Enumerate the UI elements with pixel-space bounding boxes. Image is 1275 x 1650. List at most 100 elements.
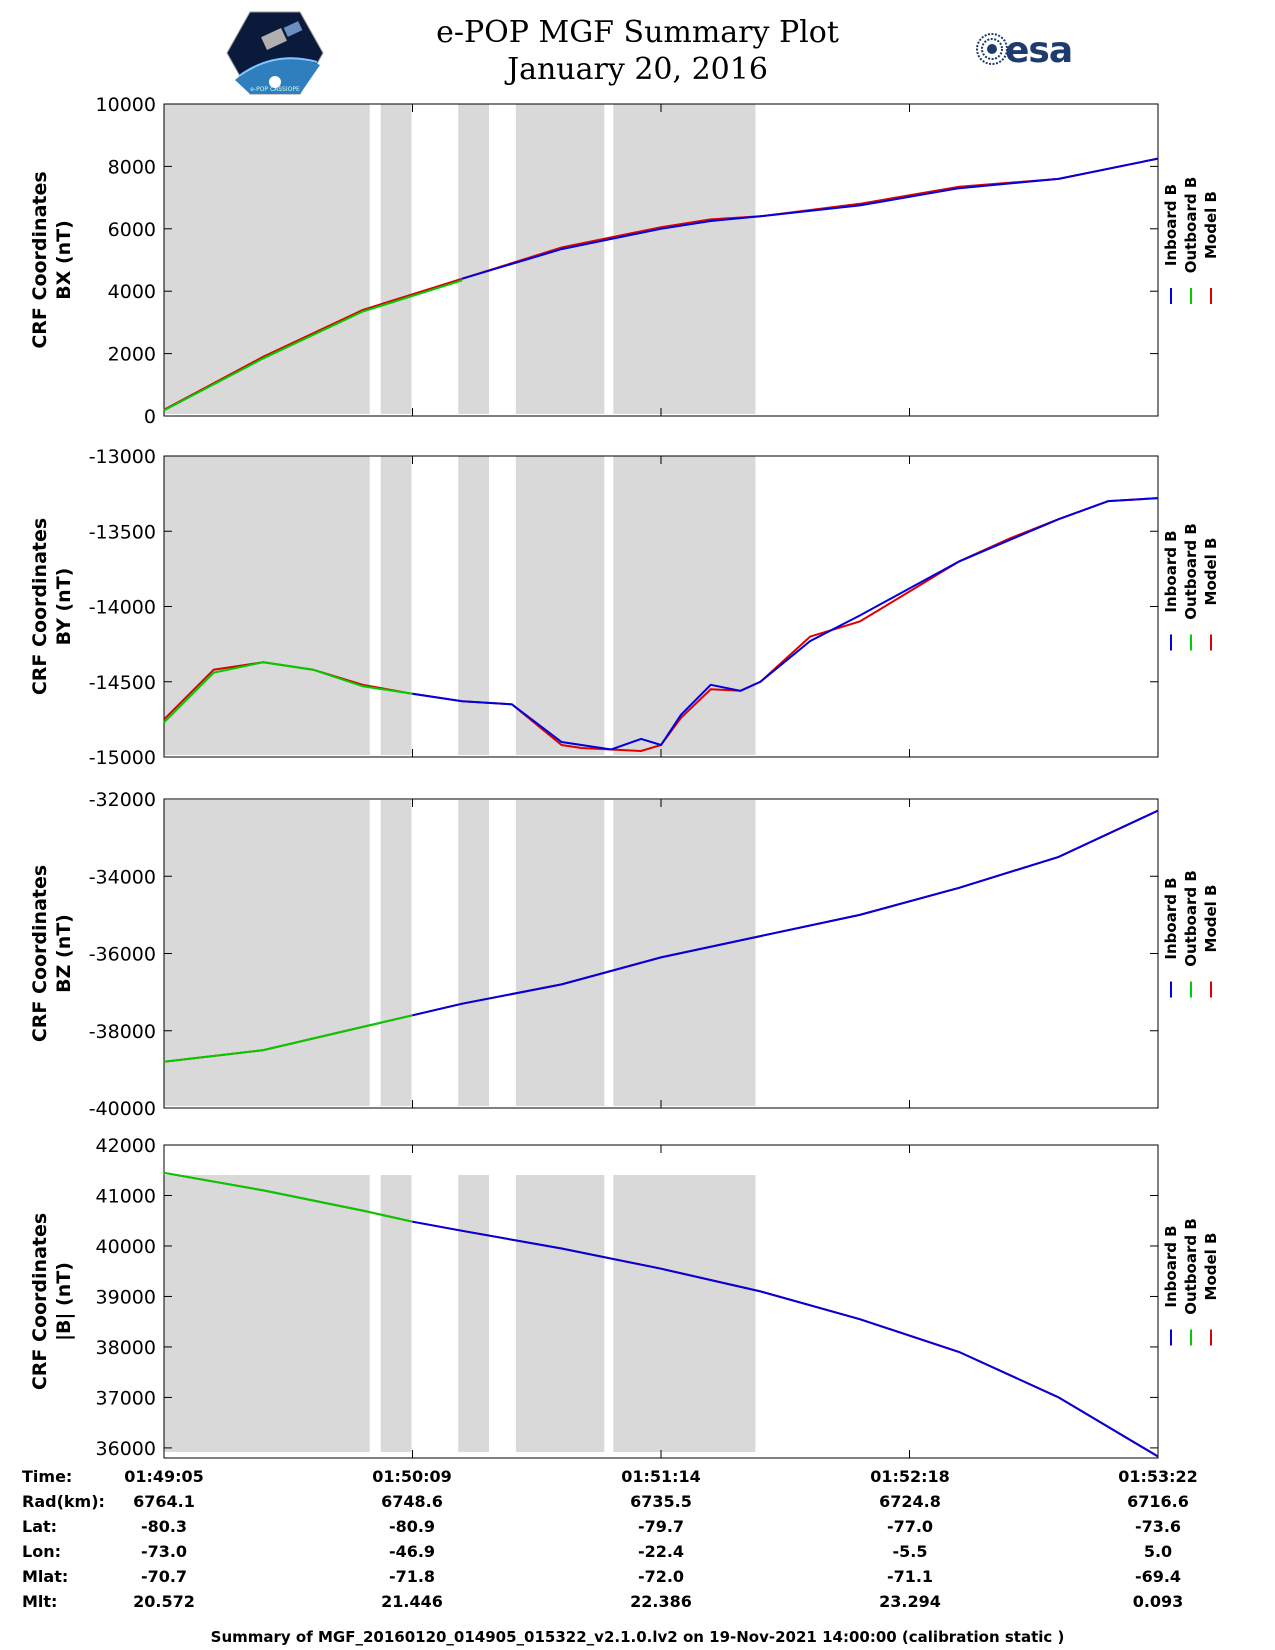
shaded-interval	[380, 800, 412, 1106]
table-cell: 6735.5	[630, 1492, 692, 1511]
table-cell: -71.8	[388, 1567, 436, 1586]
series-line-outboard	[163, 661, 413, 724]
y-tick-label: -14000	[89, 597, 156, 619]
panel-4: 36000 37000 38000 39000 40000 41000 42000 CRF C…	[29, 1135, 1220, 1460]
y-tick-label: 36000	[96, 1438, 156, 1460]
table-cell: 01:49:05	[124, 1467, 204, 1486]
table-cell: 01:50:09	[372, 1467, 452, 1486]
legend-label-model: Model B	[1202, 1233, 1220, 1301]
shaded-interval	[458, 1175, 490, 1452]
table-cell: 21.446	[381, 1592, 443, 1611]
y-tick-label: -36000	[89, 944, 156, 966]
y-tick-label: -38000	[89, 1021, 156, 1043]
legend-label-inboard: Inboard B	[1162, 530, 1180, 612]
y-axis-label: BZ (nT)	[53, 914, 75, 993]
y-tick-label: 42000	[96, 1135, 156, 1157]
shaded-interval	[164, 1175, 370, 1452]
legend-label-inboard: Inboard B	[1162, 184, 1180, 266]
plot-date: January 20, 2016	[507, 52, 768, 87]
table-cell: -72.0	[637, 1567, 685, 1586]
table-cell: -73.6	[1134, 1517, 1182, 1536]
table-cell: 23.294	[879, 1592, 941, 1611]
panel-2: -15000 -14500 -14000 -13500 -13000 CRF Coordi…	[29, 446, 1220, 769]
y-axis-label: CRF Coordinates	[29, 1213, 51, 1390]
y-tick-label: -34000	[89, 866, 156, 888]
y-axis-label: CRF Coordinates	[29, 518, 51, 695]
legend-label-model: Model B	[1202, 885, 1220, 953]
panel-3: -40000 -38000 -36000 -34000 -32000 CRF Coordi…	[29, 789, 1220, 1120]
table-cell: 0.093	[1132, 1592, 1184, 1611]
shaded-interval	[380, 104, 412, 414]
series-line-inboard	[412, 809, 1159, 1017]
shaded-interval	[164, 104, 370, 414]
legend-label-outboard: Outboard B	[1182, 1218, 1200, 1315]
table-cell: -69.4	[1134, 1567, 1182, 1586]
logo-left-text: e-POP CASSIOPE	[250, 86, 300, 93]
series-line-model	[163, 157, 1159, 411]
series-line-inboard	[412, 1220, 1159, 1458]
y-tick-label: 6000	[108, 219, 156, 241]
table-cell: -22.4	[637, 1542, 685, 1561]
shaded-interval	[458, 456, 490, 755]
series-line-inboard	[412, 497, 1159, 751]
shaded-interval	[458, 104, 490, 414]
table-cell: -80.9	[388, 1517, 436, 1536]
y-tick-label: -13000	[89, 446, 156, 468]
y-axis-label: CRF Coordinates	[29, 865, 51, 1042]
table-row-label: Mlt:	[22, 1592, 58, 1611]
shaded-interval	[613, 456, 756, 755]
shaded-interval	[613, 104, 756, 414]
y-tick-label: 0	[144, 406, 156, 428]
shaded-interval	[515, 800, 605, 1106]
y-tick-label: -15000	[89, 747, 156, 769]
esa-logo-text: esa	[1005, 30, 1073, 71]
table-cell: 22.386	[630, 1592, 692, 1611]
y-axis-label: BX (nT)	[53, 220, 75, 300]
table-cell: -77.0	[886, 1517, 934, 1536]
shaded-interval	[164, 456, 370, 755]
legend-label-inboard: Inboard B	[1162, 877, 1180, 959]
y-tick-label: 38000	[96, 1337, 156, 1359]
table-cell: -71.1	[886, 1567, 934, 1586]
table-cell: -70.7	[140, 1567, 188, 1586]
legend-label-outboard: Outboard B	[1182, 870, 1200, 967]
shaded-interval	[164, 800, 370, 1106]
esa-logo-icon	[976, 33, 1008, 65]
shaded-interval	[613, 1175, 756, 1452]
shaded-interval	[515, 1175, 605, 1452]
table-cell: 5.0	[1143, 1542, 1173, 1561]
table-cell: -5.5	[892, 1542, 928, 1561]
table-cell: 6748.6	[381, 1492, 443, 1511]
table-row-label: Mlat:	[22, 1567, 69, 1586]
shaded-interval	[380, 456, 412, 755]
legend-label-outboard: Outboard B	[1182, 177, 1200, 274]
table-cell: 6764.1	[133, 1492, 195, 1511]
y-tick-label: 10000	[96, 94, 156, 116]
y-tick-label: -32000	[89, 789, 156, 811]
table-cell: -46.9	[388, 1542, 436, 1561]
title-block: e-POP MGF Summary Plot January 20, 2016	[0, 14, 1275, 88]
y-tick-label: -13500	[89, 521, 156, 543]
y-tick-label: 8000	[108, 156, 156, 178]
shaded-interval	[458, 800, 490, 1106]
epop-logo-icon: e-POP CASSIOPE	[226, 11, 324, 95]
y-axis-label: |B| (nT)	[53, 1262, 75, 1341]
table-cell: 6716.6	[1127, 1492, 1189, 1511]
table-cell: -79.7	[637, 1517, 685, 1536]
shaded-interval	[515, 456, 605, 755]
table-row-label: Lon:	[22, 1542, 61, 1561]
table-row-label: Lat:	[22, 1517, 58, 1536]
series-line-outboard	[163, 1171, 413, 1223]
y-axis-label: CRF Coordinates	[29, 171, 51, 348]
series-line-outboard	[163, 279, 463, 412]
legend-label-model: Model B	[1202, 191, 1220, 259]
y-tick-label: 4000	[108, 281, 156, 303]
table-cell: 6724.8	[879, 1492, 941, 1511]
y-axis-label: BY (nT)	[53, 568, 75, 646]
series-line-outboard	[163, 1014, 413, 1063]
y-tick-label: 37000	[96, 1387, 156, 1409]
table-cell: 01:53:22	[1118, 1467, 1198, 1486]
y-tick-label: -14500	[89, 672, 156, 694]
plot-title: e-POP MGF Summary Plot	[436, 15, 839, 50]
